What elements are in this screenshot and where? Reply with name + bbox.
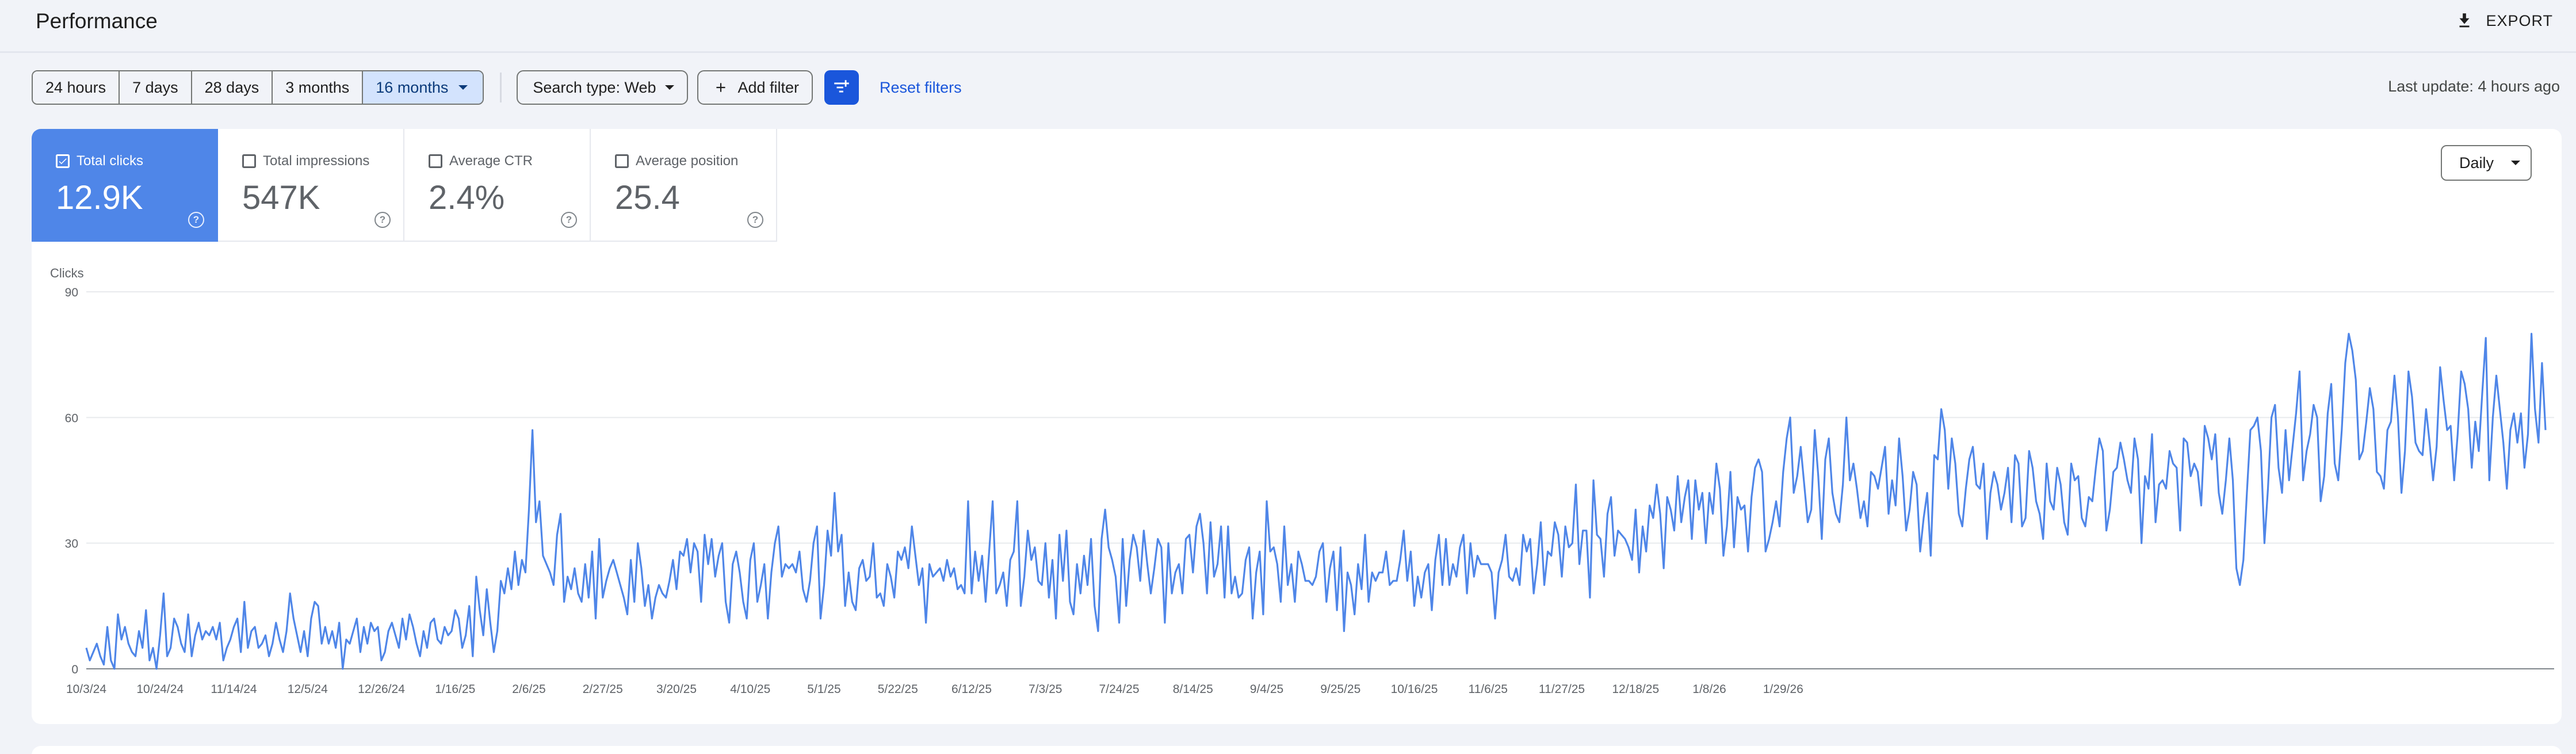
x-tick-label: 5/22/25	[878, 683, 918, 696]
range-7-days[interactable]: 7 days	[120, 71, 192, 104]
x-tick-label: 1/16/25	[435, 683, 475, 696]
x-tick-label: 2/27/25	[583, 683, 623, 696]
metric-average-ctr[interactable]: Average CTR 2.4% ?	[404, 129, 591, 242]
download-icon	[2459, 13, 2470, 28]
range-16-months[interactable]: 16 months	[363, 71, 483, 104]
y-tick-label: 60	[65, 412, 78, 425]
y-tick-label: 30	[65, 538, 78, 551]
metric-value: 2.4%	[429, 179, 505, 216]
x-tick-label: 1/8/26	[1692, 683, 1726, 696]
x-tick-label: 1/29/26	[1763, 683, 1803, 696]
x-tick-label: 11/6/25	[1468, 683, 1508, 696]
reset-filters-link[interactable]: Reset filters	[880, 78, 962, 96]
metric-value: 547K	[242, 179, 320, 216]
metric-value: 25.4	[615, 179, 680, 216]
x-tick-label: 7/24/25	[1099, 683, 1139, 696]
metric-total-clicks[interactable]: Total clicks 12.9K ?	[32, 129, 218, 242]
x-tick-label: 4/10/25	[730, 683, 770, 696]
check-icon	[59, 158, 67, 165]
last-update-text: Last update: 4 hours ago	[2388, 78, 2560, 95]
x-tick-label: 11/14/24	[211, 683, 257, 696]
header-bar: Performance EXPORT	[0, 0, 2576, 53]
date-range-selector: 24 hours 7 days 28 days 3 months 16 mont…	[32, 70, 484, 105]
metric-total-impressions[interactable]: Total impressions 547K ?	[218, 129, 404, 242]
x-tick-label: 2/6/25	[512, 683, 545, 696]
metric-label: Total clicks	[77, 153, 144, 169]
metric-label: Average position	[636, 153, 739, 169]
x-tick-label: 8/14/25	[1173, 683, 1213, 696]
export-label: EXPORT	[2486, 12, 2553, 29]
checkbox-checked-icon[interactable]	[56, 154, 70, 168]
range-3-months[interactable]: 3 months	[273, 71, 364, 104]
y-tick-label: 0	[71, 663, 78, 676]
search-type-dropdown[interactable]: Search type: Web	[517, 70, 689, 105]
x-tick-label: 10/16/25	[1391, 683, 1438, 696]
range-24-hours[interactable]: 24 hours	[33, 71, 120, 104]
metric-value: 12.9K	[56, 179, 143, 216]
x-tick-label: 7/3/25	[1029, 683, 1062, 696]
performance-card: Total clicks 12.9K ? Total impressions 5…	[32, 129, 2562, 724]
metric-cards: Total clicks 12.9K ? Total impressions 5…	[32, 129, 777, 242]
metric-label: Average CTR	[449, 153, 533, 169]
y-axis-label: Clicks	[50, 266, 84, 280]
x-tick-label: 9/4/25	[1250, 683, 1283, 696]
filter-toolbar: 24 hours 7 days 28 days 3 months 16 mont…	[32, 70, 962, 105]
granularity-dropdown[interactable]: Daily	[2441, 145, 2532, 181]
y-tick-label: 90	[65, 286, 78, 299]
range-28-days[interactable]: 28 days	[192, 71, 273, 104]
clicks-line-chart: Clicks 90 60 30 0 10/3/24 10/24/24 11/14/24 12/5…	[50, 266, 2554, 696]
filter-add-icon	[834, 80, 849, 93]
filter-settings-button[interactable]	[824, 70, 859, 105]
x-tick-label: 10/24/24	[136, 683, 184, 696]
help-icon[interactable]: ?	[188, 212, 204, 228]
metric-label: Total impressions	[263, 153, 370, 169]
plus-icon	[716, 83, 726, 92]
x-tick-label: 12/18/25	[1612, 683, 1659, 696]
x-tick-label: 6/12/25	[951, 683, 992, 696]
checkbox-icon[interactable]	[242, 154, 256, 168]
help-icon[interactable]: ?	[747, 212, 763, 228]
toolbar-divider	[500, 73, 502, 102]
x-tick-label: 11/27/25	[1539, 683, 1585, 696]
add-filter-button[interactable]: Add filter	[697, 70, 813, 105]
checkbox-icon[interactable]	[615, 154, 629, 168]
help-icon[interactable]: ?	[561, 212, 577, 228]
x-tick-label: 5/1/25	[807, 683, 840, 696]
x-tick-label: 12/5/24	[288, 683, 328, 696]
x-tick-label: 3/20/25	[656, 683, 697, 696]
next-card-edge	[32, 746, 2562, 754]
export-button[interactable]: EXPORT	[2455, 8, 2553, 33]
x-tick-label: 12/26/24	[358, 683, 405, 696]
caret-down-icon	[458, 85, 468, 90]
caret-down-icon	[665, 85, 675, 90]
page-title: Performance	[36, 9, 158, 33]
clicks-series-line	[85, 333, 2547, 670]
help-icon[interactable]: ?	[374, 212, 391, 228]
metric-average-position[interactable]: Average position 25.4 ?	[591, 129, 777, 242]
caret-down-icon	[2511, 161, 2520, 165]
x-tick-label: 10/3/24	[66, 683, 106, 696]
checkbox-icon[interactable]	[429, 154, 442, 168]
x-tick-label: 9/25/25	[1320, 683, 1360, 696]
